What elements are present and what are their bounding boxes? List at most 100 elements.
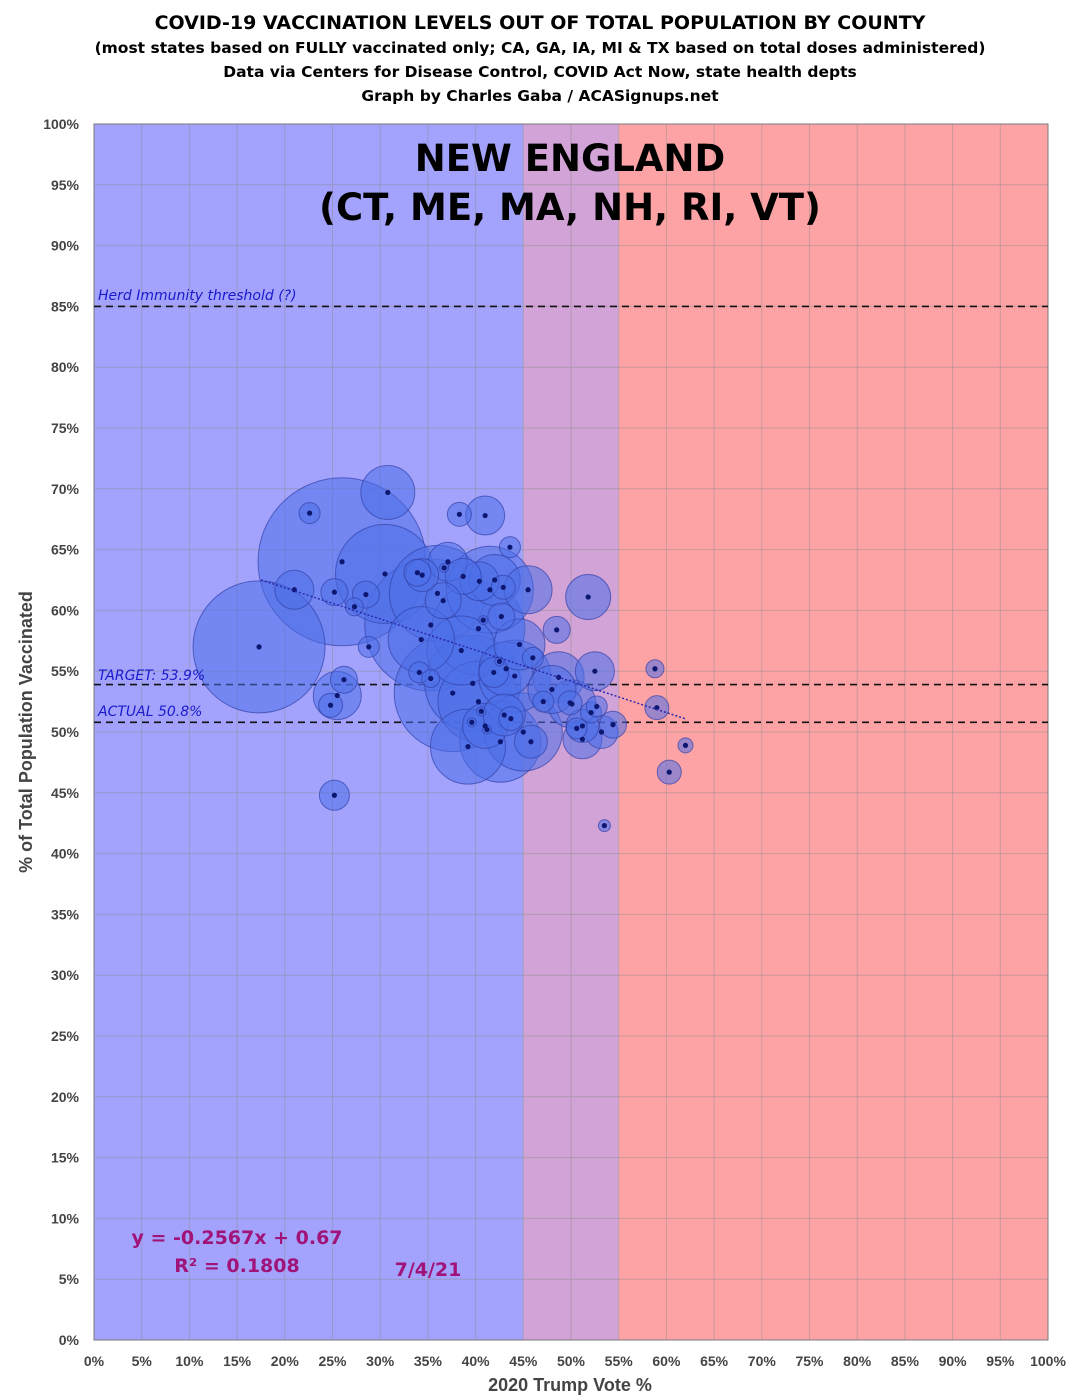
x-tick-label: 0%	[84, 1353, 105, 1369]
county-dot	[475, 699, 482, 705]
x-tick-label: 70%	[748, 1353, 777, 1369]
equation-label: y = -0.2567x + 0.67	[131, 1227, 342, 1249]
county-dot	[585, 594, 591, 600]
y-tick-label: 55%	[51, 663, 80, 679]
x-tick-label: 5%	[132, 1353, 153, 1369]
y-tick-label: 10%	[51, 1210, 80, 1226]
county-dot	[307, 510, 313, 516]
county-dot	[592, 668, 598, 674]
county-dot	[470, 680, 476, 686]
x-tick-label: 55%	[605, 1353, 634, 1369]
x-tick-label: 10%	[175, 1353, 204, 1369]
county-dot	[512, 673, 518, 679]
county-dot	[440, 598, 446, 604]
county-dot	[484, 726, 490, 733]
chart-subtitle-3: Graph by Charles Gaba / ACASignups.net	[361, 87, 719, 105]
x-tick-label: 60%	[652, 1353, 681, 1369]
x-tick-label: 20%	[271, 1353, 300, 1369]
county-dot	[540, 699, 546, 705]
county-dot	[496, 658, 503, 665]
county-dot	[366, 644, 372, 650]
y-tick-label: 60%	[51, 602, 80, 618]
county-dot	[465, 743, 471, 750]
x-tick-label: 40%	[462, 1353, 491, 1369]
x-tick-label: 75%	[795, 1353, 824, 1369]
county-dot	[441, 565, 447, 571]
county-dot	[516, 641, 523, 648]
grid-lines	[93, 123, 1049, 1341]
chart-header: COVID-19 VACCINATION LEVELS OUT OF TOTAL…	[95, 12, 986, 105]
y-tick-label: 100%	[43, 116, 79, 132]
county-dot	[549, 686, 555, 693]
county-dot	[491, 669, 497, 676]
county-dot	[594, 703, 600, 710]
y-axis-label: % of Total Population Vaccinated	[16, 591, 36, 873]
axis-ticks: 0% 5% 10% 15% 20% 25% 30% 35% 40% 45% 50% 55% 60% 65%…	[43, 116, 1066, 1369]
county-dot	[652, 666, 658, 672]
x-tick-label: 65%	[700, 1353, 729, 1369]
county-dot	[478, 708, 484, 714]
region-title: NEW ENGLAND (CT, ME, MA, NH, RI, VT)	[319, 137, 821, 229]
y-tick-label: 90%	[51, 238, 80, 254]
county-dot	[351, 604, 358, 610]
y-tick-label: 75%	[51, 420, 80, 436]
county-dot	[492, 577, 498, 583]
y-tick-label: 45%	[51, 785, 80, 801]
county-dot	[528, 739, 534, 745]
county-dot	[500, 584, 506, 590]
county-dot	[497, 739, 504, 745]
county-dot	[460, 573, 466, 579]
county-dot	[487, 587, 493, 593]
county-dot	[445, 559, 451, 565]
x-tick-label: 100%	[1030, 1353, 1066, 1369]
actual-label: ACTUAL 50.8%	[97, 704, 202, 720]
county-dot	[482, 512, 488, 519]
x-tick-label: 90%	[939, 1353, 968, 1369]
county-dot	[450, 690, 456, 696]
trend-equation: y = -0.2567x + 0.67 R² = 0.1808 7/4/21	[131, 1227, 461, 1281]
y-tick-label: 80%	[51, 359, 80, 375]
county-dot	[579, 736, 586, 742]
x-tick-label: 85%	[891, 1353, 920, 1369]
date-label: 7/4/21	[395, 1259, 462, 1281]
county-dot	[414, 570, 421, 576]
region-title-line-2: (CT, ME, MA, NH, RI, VT)	[319, 186, 821, 229]
county-dot	[475, 626, 482, 632]
y-tick-label: 65%	[51, 542, 80, 558]
county-dot	[327, 702, 334, 708]
trendline	[260, 579, 686, 720]
y-tick-label: 5%	[59, 1271, 80, 1287]
county-dot	[416, 669, 422, 676]
county-dot	[520, 729, 526, 735]
county-dot	[428, 675, 434, 682]
county-dot	[503, 666, 509, 672]
county-dot	[428, 622, 434, 628]
r-squared-label: R² = 0.1808	[174, 1255, 299, 1277]
x-tick-label: 80%	[843, 1353, 872, 1369]
county-dot	[331, 589, 338, 595]
county-dot	[498, 613, 504, 620]
y-tick-label: 40%	[51, 846, 80, 862]
reference-labels: Herd Immunity threshold (?) TARGET: 53.9…	[97, 288, 297, 720]
county-dot	[508, 716, 514, 722]
county-dot	[601, 823, 607, 829]
x-tick-label: 95%	[986, 1353, 1015, 1369]
county-dot	[501, 712, 507, 718]
x-tick-label: 50%	[557, 1353, 586, 1369]
county-dot	[363, 591, 369, 598]
county-dot	[476, 578, 483, 584]
county-dot	[567, 700, 573, 706]
county-dot	[654, 705, 660, 711]
county-dot	[331, 792, 338, 798]
x-tick-label: 30%	[366, 1353, 395, 1369]
trendline-line	[260, 579, 686, 720]
y-tick-label: 50%	[51, 724, 80, 740]
county-dot	[458, 647, 464, 654]
county-dot	[256, 644, 262, 650]
band-gop	[618, 124, 1048, 1340]
county-dot	[456, 511, 462, 517]
chart-subtitle-1: (most states based on FULLY vaccinated o…	[95, 39, 986, 57]
region-title-line-1: NEW ENGLAND	[415, 137, 725, 180]
x-tick-label: 35%	[414, 1353, 443, 1369]
y-tick-label: 95%	[51, 177, 80, 193]
